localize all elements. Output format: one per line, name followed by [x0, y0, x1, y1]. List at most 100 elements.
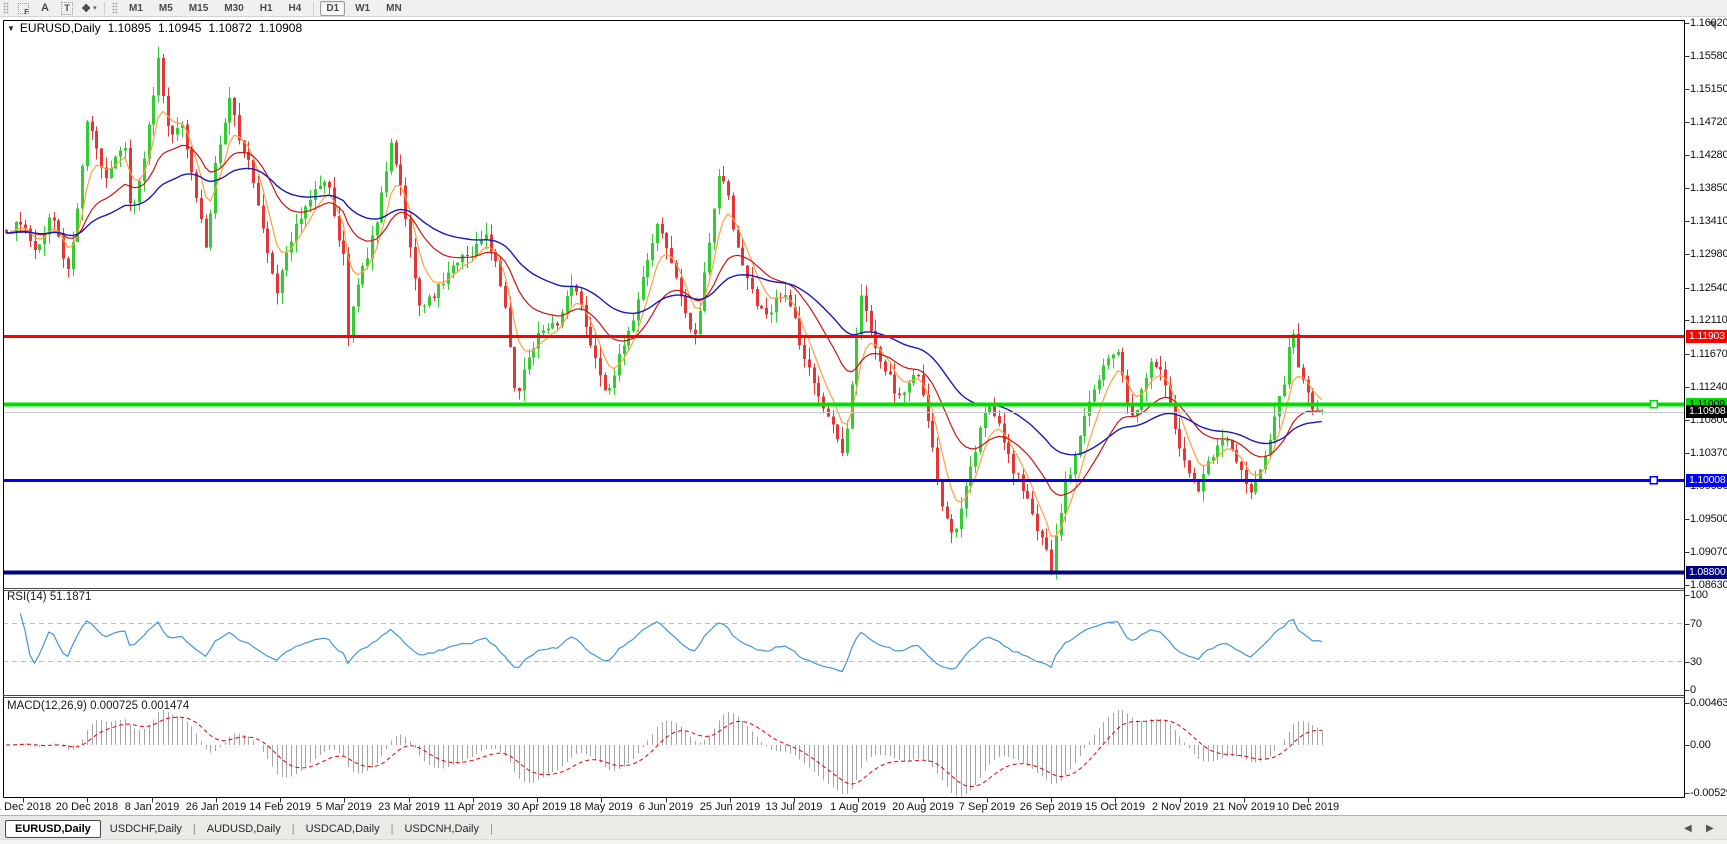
moving-average-lines: [5, 110, 1323, 537]
top-toolbar: F A T ❖ ▾ M1 M5 M15 M30 H1 H4 D1 W1 MN: [0, 0, 1727, 17]
timeframe-button-m30[interactable]: M30: [224, 2, 244, 14]
t-glyph: T: [61, 1, 73, 15]
price-axis-tick: 1.15580: [1690, 50, 1727, 62]
price-axis-tick: 1.09500: [1690, 513, 1727, 525]
bar-high-value: 1.10945: [158, 21, 202, 35]
date-axis-label: 26 Sep 2019: [1019, 801, 1083, 813]
date-axis-label: 13 Jul 2019: [765, 801, 823, 813]
date-axis-label: 15 Oct 2019: [1085, 801, 1145, 813]
timeframe-button-mn[interactable]: MN: [386, 2, 402, 14]
status-strip: [0, 839, 1727, 844]
current-price-line-price-label: 1.10908: [1686, 405, 1727, 418]
toolbar-drag-handle[interactable]: [112, 2, 118, 14]
timeframe-button-m1[interactable]: M1: [129, 2, 143, 14]
date-axis-label: 21 Nov 2019: [1212, 801, 1276, 813]
style-glyph: ❖: [81, 2, 92, 15]
toolbar-separator: [104, 1, 105, 15]
chart-title: ▼ EURUSD,Daily 1.10895 1.10945 1.10872 1…: [7, 21, 302, 35]
candlesticks: [5, 46, 1324, 580]
macd-axis-tick: 0.00463: [1690, 697, 1727, 709]
rsi-indicator-label: RSI(14) 51.1871: [7, 591, 92, 603]
fractals-grid-icon[interactable]: F: [14, 1, 32, 16]
date-axis-label: 23 Mar 2019: [378, 801, 440, 813]
tab-separator: |: [490, 823, 493, 835]
line-style-icon[interactable]: ❖ ▾: [80, 1, 98, 16]
chart-tab-usdcnh[interactable]: USDCNH,Daily: [404, 823, 479, 835]
bar-open-value: 1.10895: [107, 21, 151, 35]
panel-borders: [3, 20, 1690, 803]
grid-glyph: F: [17, 2, 29, 16]
tab-separator: |: [390, 823, 394, 835]
price-axis-tick: 1.08630: [1690, 579, 1727, 591]
macd-indicator-label: MACD(12,26,9) 0.000725 0.001474: [7, 700, 190, 712]
chart-symbol-period: EURUSD,Daily: [19, 21, 101, 35]
date-axis-label: 6 Jun 2019: [638, 801, 694, 813]
chart-tab-bar: EURUSD,Daily USDCHF,Daily | AUDUSD,Daily | US…: [0, 815, 1727, 844]
date-axis-label: 8 Jan 2019: [124, 801, 180, 813]
price-axis-tick: 1.14720: [1690, 116, 1727, 128]
a-glyph: A: [41, 2, 49, 14]
date-axis-label: 10 Dec 2019: [1276, 801, 1340, 813]
text-label-icon[interactable]: T: [58, 1, 76, 16]
date-axis-label: 30 Apr 2019: [507, 801, 567, 813]
price-axis-tick: 1.12540: [1690, 282, 1727, 294]
support-line-navy-price-label: 1.08800: [1686, 566, 1727, 579]
timeframe-button-m15[interactable]: M15: [188, 2, 209, 14]
price-axis-tick: 1.13850: [1690, 182, 1727, 194]
date-axis-label: 1 Dec 2018: [0, 801, 52, 813]
tab-scroll-right-icon[interactable]: ▶: [1706, 823, 1714, 834]
chart-shift-marker: [1707, 21, 1716, 30]
resistance-line-red-price-label: 1.11903: [1686, 330, 1727, 343]
timeframe-button-m5[interactable]: M5: [158, 2, 173, 14]
bar-close-value: 1.10908: [258, 21, 303, 35]
chevron-down-icon: ▾: [93, 5, 97, 12]
timeframe-button-group: M1 M5 M15 M30 H1 H4 D1 W1 MN: [121, 0, 410, 16]
price-axis-tick: 1.12110: [1690, 314, 1727, 326]
price-axis-tick: 1.15150: [1690, 83, 1727, 95]
support-line-blue-handle[interactable]: [1649, 475, 1658, 485]
price-axis-tick: 1.12980: [1690, 248, 1727, 260]
date-axis-label: 25 Jun 2019: [699, 801, 761, 813]
timeframe-button-h4[interactable]: H4: [288, 2, 302, 14]
date-axis-label: 11 Apr 2019: [443, 801, 503, 813]
text-annotation-icon[interactable]: A: [36, 1, 54, 16]
rsi-panel: [3, 613, 1684, 673]
chart-tab-usdchf[interactable]: USDCHF,Daily: [109, 823, 182, 835]
toolbar-drag-handle[interactable]: [3, 2, 9, 14]
rsi-axis-tick: 0: [1690, 684, 1696, 696]
macd-signal-line: [6, 716, 1322, 788]
timeframe-button-h1[interactable]: H1: [259, 2, 273, 14]
date-axis-label: 20 Aug 2019: [892, 801, 954, 813]
timeframe-button-d1[interactable]: D1: [320, 0, 346, 16]
macd-panel: [6, 709, 1323, 797]
chart-tabs: EURUSD,Daily USDCHF,Daily | AUDUSD,Daily | US…: [5, 819, 495, 839]
macd-axis-tick: 0.00: [1690, 739, 1711, 751]
rsi-line: [19, 613, 1322, 673]
chart-tab-eurusd[interactable]: EURUSD,Daily: [5, 820, 101, 838]
chart-tab-usdcad[interactable]: USDCAD,Daily: [305, 823, 380, 835]
date-axis-label: 7 Sep 2019: [958, 801, 1016, 813]
date-axis-label: 1 Aug 2019: [830, 801, 886, 813]
chart-tab-audusd[interactable]: AUDUSD,Daily: [206, 823, 281, 835]
date-axis-label: 20 Dec 2018: [55, 801, 119, 813]
price-axis-tick: 1.14280: [1690, 149, 1727, 161]
price-axis-tick: 1.13410: [1690, 215, 1727, 227]
rsi-axis-tick: 70: [1690, 618, 1702, 630]
timeframe-button-w1[interactable]: W1: [355, 2, 371, 14]
date-axis-label: 14 Feb 2019: [249, 801, 311, 813]
support-line-blue-price-label: 1.10008: [1686, 474, 1727, 487]
price-axis-tick: 1.11670: [1690, 348, 1727, 360]
tab-scroll-left-icon[interactable]: ◀: [1684, 823, 1692, 834]
support-line-green-handle[interactable]: [1649, 399, 1658, 409]
tab-separator: |: [192, 823, 196, 835]
price-axis-tick: 1.09070: [1690, 546, 1727, 558]
rsi-axis-tick: 30: [1690, 656, 1702, 668]
macd-axis-tick: -0.005299: [1690, 787, 1727, 799]
rsi-axis-tick: 100: [1690, 589, 1708, 601]
chart-title-dropdown-icon[interactable]: ▼: [7, 23, 15, 33]
toolbar-separator: [313, 1, 315, 15]
horizontal-level-lines[interactable]: [3, 335, 1684, 575]
